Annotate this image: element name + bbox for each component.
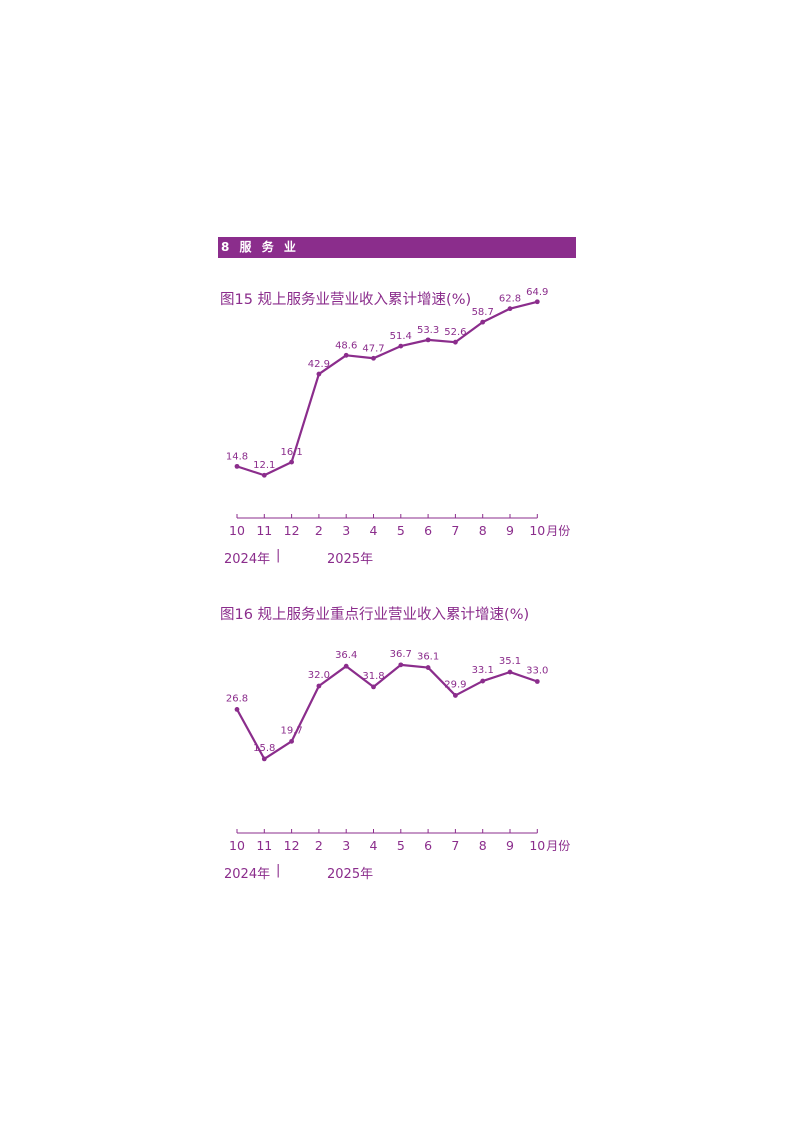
data-label: 15.8 [253,743,275,754]
x-tick-label: 11 [256,838,272,853]
x-tick-label: 8 [479,523,487,538]
data-point [289,738,294,744]
x-tick-label: 4 [370,838,378,853]
x-tick-label: 4 [370,523,378,538]
data-point [343,663,349,669]
x-axis-unit-label: 月份 [546,839,570,853]
data-point [371,355,376,361]
data-point [453,339,458,345]
x-tick-label: 12 [284,523,300,538]
chart-15-year-2025: 2025年 [327,552,374,567]
x-tick-label: 12 [284,838,300,853]
x-tick-label: 10 [229,523,245,538]
x-tick-label: 9 [506,523,514,538]
data-label: 36.4 [335,650,357,661]
data-point [507,306,513,312]
data-label: 16.1 [280,447,302,458]
chart-15-year-2024: 2024年 [224,552,271,567]
x-tick-label: 2 [315,838,323,853]
x-tick-label: 7 [451,838,459,853]
data-point [425,665,431,670]
data-point [289,459,294,465]
chart-16-title: 图16 规上服务业重点行业营业收入累计增速(%) [220,607,530,623]
data-point [480,319,486,325]
data-point [398,343,404,349]
data-label: 35.1 [499,656,521,667]
data-point [507,669,513,675]
chart-16-line: 10 11 12 2 3 4 5 6 7 8 9 10 月份26.815.819.732.036.431… [226,649,570,853]
data-label: 19.7 [280,725,302,736]
x-tick-label: 7 [451,523,459,538]
x-tick-label: 9 [506,838,514,853]
data-point [234,463,240,469]
data-label: 48.6 [335,340,357,351]
chart-16-year-separator: | [276,863,281,878]
data-label: 52.6 [444,327,466,338]
data-label: 36.1 [417,652,439,663]
x-tick-label: 10 [529,838,545,853]
data-point [371,684,376,690]
section-header-services: 8 服 务 业 [218,237,576,258]
x-tick-label: 2 [315,523,323,538]
data-label: 62.8 [499,294,521,305]
data-point [453,693,458,698]
x-tick-label: 3 [342,838,350,853]
x-tick-label: 5 [397,523,405,538]
chart-16-year-2024: 2024年 [224,867,271,882]
data-point [316,371,322,377]
data-label: 53.3 [417,325,439,336]
x-tick-label: 10 [529,523,545,538]
data-point [316,683,322,689]
data-point [480,678,486,684]
data-label: 12.1 [253,460,275,471]
data-label: 33.1 [472,665,494,676]
data-label: 14.8 [226,451,248,462]
data-label: 29.9 [444,679,466,690]
data-label: 33.0 [526,666,548,677]
data-point [261,756,267,762]
data-point [534,299,540,305]
data-point [425,337,431,343]
data-label: 31.8 [362,671,384,682]
data-point [343,352,349,358]
data-point [261,472,267,478]
data-label: 64.9 [526,287,548,298]
data-label: 32.0 [308,670,330,681]
data-label: 51.4 [390,331,412,342]
data-point [234,707,240,712]
data-point [534,679,540,684]
x-tick-label: 10 [229,838,245,853]
chart-16-year-2025: 2025年 [327,867,374,882]
series-line [236,663,538,761]
series-line [236,300,538,477]
x-tick-label: 3 [342,523,350,538]
x-tick-label: 8 [479,838,487,853]
x-tick-label: 6 [424,523,432,538]
data-label: 42.9 [308,359,330,370]
x-tick-label: 6 [424,838,432,853]
section-header-label: 8 服 务 业 [221,240,299,254]
x-tick-label: 11 [256,523,272,538]
data-label: 58.7 [472,307,494,318]
data-label: 36.7 [390,649,412,660]
data-point [398,662,404,668]
data-label: 47.7 [362,343,384,354]
x-axis-unit-label: 月份 [546,524,570,538]
chart-15-title: 图15 规上服务业营业收入累计增速(%) [220,292,472,308]
chart-15-year-separator: | [276,548,281,563]
data-label: 26.8 [226,693,248,704]
x-tick-label: 5 [397,838,405,853]
